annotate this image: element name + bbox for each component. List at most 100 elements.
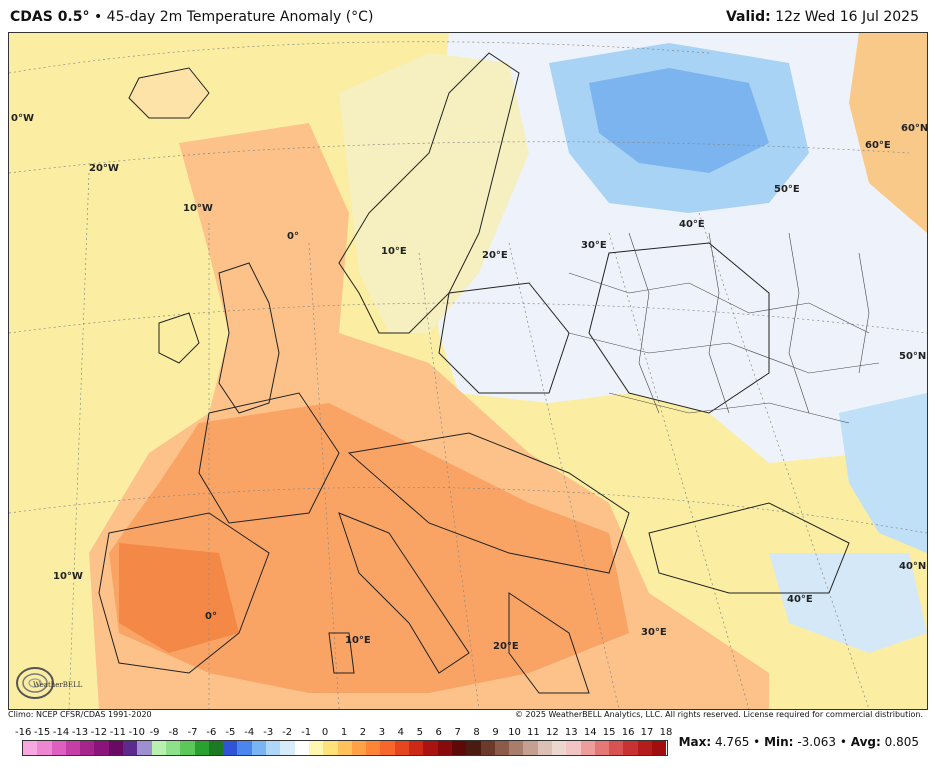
warm-core-iberia (119, 543, 239, 653)
legend-swatch (580, 741, 595, 755)
legend-tick-label: -6 (206, 727, 217, 738)
legend-tick-label: -8 (168, 727, 179, 738)
legend-tick-label: 9 (492, 727, 499, 738)
stats-sep-2: • (839, 735, 847, 749)
admin-borders (568, 232, 880, 424)
legend-swatch (237, 741, 252, 755)
legend-tick-label: 7 (454, 727, 461, 738)
legend-tick-label: 6 (435, 727, 442, 738)
legend-swatch (80, 741, 95, 755)
map-canvas (9, 33, 927, 709)
field-stats: Max: 4.765 • Min: -3.063 • Avg: 0.805 (679, 735, 919, 749)
legend-swatch (594, 741, 610, 755)
label-lon-10w-top: 10°W (183, 203, 213, 214)
label-lon-20w: 20°W (89, 163, 119, 174)
valid-time: Valid: 12z Wed 16 Jul 2025 (726, 9, 919, 25)
legend-tick-label: 18 (659, 727, 673, 738)
legend-swatch (609, 741, 624, 755)
map-title: CDAS 0.5° • 45-day 2m Temperature Anomal… (10, 9, 373, 25)
legend-swatch (380, 741, 395, 755)
cold-region-e (839, 393, 927, 553)
valid-label: Valid: (725, 9, 771, 25)
legend-swatch (494, 741, 510, 755)
legend-tick-label: -2 (282, 727, 293, 738)
legend-tick-label: -5 (225, 727, 236, 738)
label-lon-20e-bottom: 20°E (493, 641, 519, 652)
legend-swatch (509, 741, 524, 755)
max-value: 4.765 (714, 735, 750, 749)
warm-core-w (109, 403, 629, 693)
legend-swatch (394, 741, 410, 755)
label-lon-40e-bottom: 40°E (787, 594, 813, 605)
legend-swatch (151, 741, 166, 755)
legend-swatch (137, 741, 152, 755)
legend-swatch (123, 741, 138, 755)
label-lon-50e-top: 50°E (774, 184, 800, 195)
label-lon-20e-top: 20°E (482, 250, 508, 261)
legend-tick-label: 2 (359, 727, 367, 738)
legend-tick-label: -12 (90, 727, 108, 738)
legend-tick-label: 15 (602, 727, 616, 738)
legend-tick-label: -10 (128, 727, 145, 738)
legend-tick-label: -9 (149, 727, 160, 738)
legend-tick-label: -7 (187, 727, 198, 738)
label-lon-10e-bottom: 10°E (345, 635, 371, 646)
label-lon-0w-top: 0°W (11, 113, 34, 124)
legend-tick-label: -3 (263, 727, 274, 738)
label-lon-30e-top: 30°E (581, 240, 607, 251)
legend-swatch (451, 741, 467, 755)
legend-swatch (337, 741, 352, 755)
avg-label: Avg: (850, 735, 881, 749)
max-label: Max: (678, 735, 712, 749)
title-separator: • (93, 9, 103, 25)
label-lon-10w-bottom: 10°W (53, 571, 83, 582)
min-value: -3.063 (797, 735, 836, 749)
label-lat-50n: 50°N (899, 351, 927, 362)
legend-swatch (566, 741, 581, 755)
copyright-note: © 2025 WeatherBELL Analytics, LLC. All r… (515, 710, 923, 719)
legend-swatch (409, 741, 424, 755)
legend-swatch (208, 741, 224, 755)
legend-swatch (652, 741, 667, 755)
legend-tick-label: 13 (564, 727, 578, 738)
legend-swatch (251, 741, 267, 755)
legend-swatch (537, 741, 552, 755)
model-name: CDAS 0.5° (10, 9, 90, 25)
legend-swatch (351, 741, 367, 755)
legend-swatch (65, 741, 81, 755)
cold-region-se (769, 553, 927, 653)
stats-sep-1: • (753, 735, 761, 749)
avg-value: 0.805 (884, 735, 919, 749)
legend-swatch (37, 741, 52, 755)
label-lat-40n: 40°N (899, 561, 927, 572)
legend-tick-label: 8 (473, 727, 480, 738)
scandinavia-field (339, 53, 529, 333)
logo-text: WeatherBELL (33, 681, 83, 689)
product-name: 45-day 2m Temperature Anomaly (°C) (106, 9, 374, 25)
legend-tick-label: 3 (378, 727, 386, 738)
label-lon-10e-top: 10°E (381, 246, 407, 257)
legend-tick-label: 11 (527, 727, 540, 738)
legend-tick-label: 5 (416, 727, 423, 738)
legend-tick-label: -15 (33, 727, 51, 738)
legend-swatch (551, 741, 567, 755)
warm-corner-ne (849, 33, 927, 233)
legend-tick-label: 14 (583, 727, 597, 738)
legend-tick-label: -4 (244, 727, 255, 738)
label-lon-0-mid: 0° (287, 231, 299, 242)
iceland (128, 67, 210, 119)
legend-swatch (466, 741, 481, 755)
weatherbell-logo-icon: WeatherBELL (16, 667, 83, 699)
legend-swatch (623, 741, 638, 755)
legend-tick-label: 12 (545, 727, 559, 738)
label-lat-60n: 60°N (901, 123, 928, 134)
legend-swatch (366, 741, 381, 755)
map-header: CDAS 0.5° • 45-day 2m Temperature Anomal… (0, 0, 935, 32)
label-lon-40e-top: 40°E (679, 219, 705, 230)
legend-swatch (108, 741, 124, 755)
legend-swatch (637, 741, 653, 755)
legend-swatch (423, 741, 438, 755)
graticule (9, 41, 927, 709)
legend-tick-label: 0 (321, 727, 329, 738)
legend-swatch (437, 741, 452, 755)
